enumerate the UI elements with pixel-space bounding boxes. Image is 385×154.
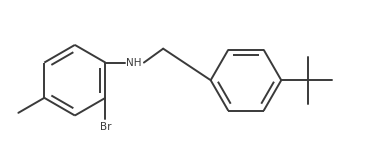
Text: Br: Br	[100, 122, 111, 132]
Text: NH: NH	[126, 58, 141, 68]
